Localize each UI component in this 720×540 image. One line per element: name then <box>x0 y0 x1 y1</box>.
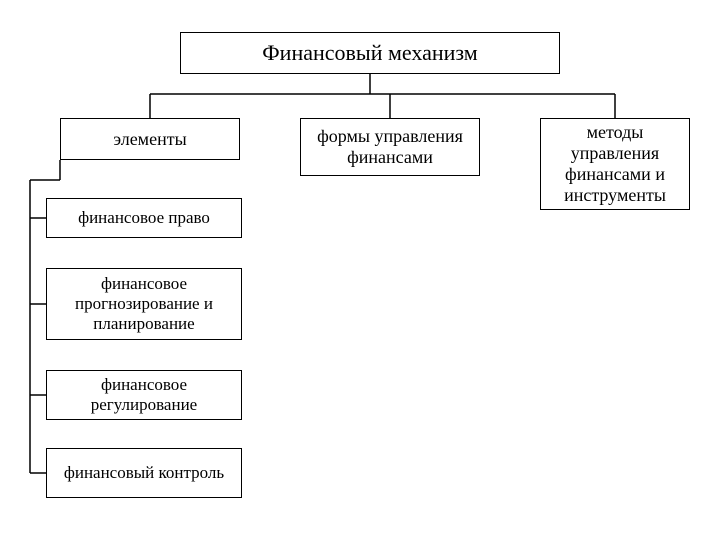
branch-methods-label: методы управления финансами и инструмент… <box>549 122 681 206</box>
branch-elements-label: элементы <box>113 129 186 150</box>
root-label: Финансовый механизм <box>262 40 477 66</box>
branch-methods: методы управления финансами и инструмент… <box>540 118 690 210</box>
branch-forms-label: формы управления финансами <box>309 126 471 168</box>
child-regulation-label: финансовое регулирование <box>55 375 233 415</box>
child-forecasting-planning: финансовое прогнозирование и планировани… <box>46 268 242 340</box>
child-regulation: финансовое регулирование <box>46 370 242 420</box>
child-control-label: финансовый контроль <box>64 463 224 483</box>
child-financial-law-label: финансовое право <box>78 208 210 228</box>
branch-elements: элементы <box>60 118 240 160</box>
child-financial-law: финансовое право <box>46 198 242 238</box>
child-control: финансовый контроль <box>46 448 242 498</box>
root-node: Финансовый механизм <box>180 32 560 74</box>
branch-forms: формы управления финансами <box>300 118 480 176</box>
child-forecasting-planning-label: финансовое прогнозирование и планировани… <box>55 274 233 334</box>
